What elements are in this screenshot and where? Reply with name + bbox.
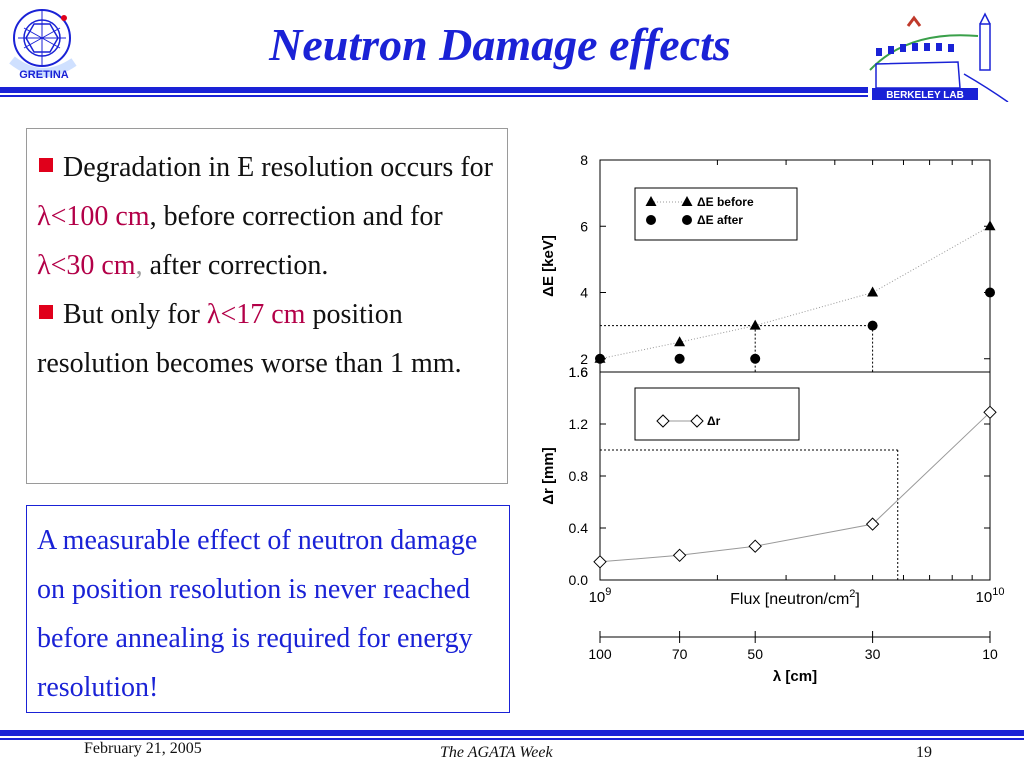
top-panel-legend: ΔE before ΔE after bbox=[634, 187, 798, 241]
data-point bbox=[674, 336, 686, 347]
bottom-panel-y-ticks: 0.0 0.4 0.8 1.2 1.6 bbox=[569, 364, 990, 588]
top-panel-y-label: ΔE [keV] bbox=[540, 235, 557, 297]
lambda-tick-label: 100 bbox=[588, 646, 612, 662]
legend-marker bbox=[681, 196, 693, 206]
header-rule bbox=[0, 87, 868, 93]
conclusion-text: A measurable effect of neutron damage on… bbox=[37, 525, 478, 703]
y-tick-label: 1.6 bbox=[569, 364, 589, 380]
lambda-tick-label: 70 bbox=[672, 646, 688, 662]
lambda-tick-label: 50 bbox=[747, 646, 763, 662]
footer-event: The AGATA Week bbox=[440, 744, 553, 761]
y-tick-label: 0.0 bbox=[569, 572, 589, 588]
bullet-1-lambda-100: λ<100 cm bbox=[37, 201, 150, 232]
gretina-logo-text: GRETINA bbox=[19, 69, 69, 81]
lambda-axis-ticks: 100 70 50 30 10 bbox=[588, 631, 998, 662]
footer-rule bbox=[0, 730, 1024, 736]
legend-marker bbox=[682, 215, 692, 225]
data-point bbox=[867, 286, 879, 297]
top-panel-y-ticks: 1.62 4 6 8 bbox=[569, 152, 990, 380]
data-point bbox=[748, 539, 762, 553]
flux-axis-label-main: Flux [neutron/cm bbox=[730, 591, 849, 608]
footer-date: February 21, 2005 bbox=[84, 740, 202, 757]
bullet-1-pre: Degradation in E resolution occurs for bbox=[63, 152, 493, 183]
bullet-box: Degradation in E resolution occurs for λ… bbox=[26, 128, 508, 484]
square-bullet-icon bbox=[39, 305, 53, 319]
page-number: 19 bbox=[916, 744, 932, 761]
legend-marker bbox=[646, 215, 656, 225]
footer-rule-thin bbox=[0, 738, 1024, 740]
y-tick-label: 0.4 bbox=[569, 520, 589, 536]
y-tick-label: 8 bbox=[580, 152, 588, 168]
slide-title: Neutron Damage effects bbox=[269, 19, 731, 70]
tick-exponent: 10 bbox=[992, 586, 1004, 598]
y-tick-label: 6 bbox=[580, 218, 588, 234]
legend-marker bbox=[690, 414, 704, 428]
y-tick-label: 0.8 bbox=[569, 468, 589, 484]
flux-tick-labels: 109 1010 bbox=[589, 586, 1005, 606]
data-point bbox=[749, 319, 761, 330]
bullet-1-comma: , bbox=[135, 250, 143, 281]
data-point bbox=[867, 320, 878, 331]
berkeley-lab-logo: BERKELEY LAB bbox=[868, 10, 1018, 103]
lambda-tick-label: 30 bbox=[865, 646, 881, 662]
flux-axis-label: Flux [neutron/cm2] bbox=[730, 588, 860, 608]
flux-axis-label-sup: 2 bbox=[849, 588, 855, 600]
gretina-logo: GRETINA bbox=[4, 4, 86, 86]
bullet-text: Degradation in E resolution occurs for λ… bbox=[37, 143, 499, 388]
conclusion-box: A measurable effect of neutron damage on… bbox=[26, 505, 510, 713]
data-point bbox=[984, 220, 996, 231]
bullet-2-lambda-17: λ<17 cm bbox=[206, 299, 306, 330]
top-panel-guides bbox=[600, 325, 874, 372]
data-point bbox=[674, 353, 685, 364]
bullet-1-post: after correction. bbox=[142, 250, 329, 281]
flux-axis-label-end: ] bbox=[855, 591, 859, 608]
tick-exponent: 9 bbox=[605, 586, 611, 598]
data-point bbox=[865, 517, 880, 531]
legend-label: ΔE before bbox=[697, 195, 754, 209]
tick-base: 10 bbox=[976, 589, 993, 606]
tick-base: 10 bbox=[589, 589, 606, 606]
bottom-panel-guides bbox=[600, 449, 899, 580]
flux-tick-label: 109 bbox=[589, 586, 612, 606]
flux-tick-label: 1010 bbox=[976, 586, 1005, 606]
bullet-1-lambda-30: λ<30 cm bbox=[37, 250, 136, 281]
bottom-panel-x-ticks bbox=[599, 160, 991, 580]
lambda-tick-label: 10 bbox=[982, 646, 998, 662]
bullet-1-mid: , before correction and for bbox=[149, 201, 443, 232]
legend-label: ΔE after bbox=[697, 213, 743, 227]
lambda-axis-label: λ [cm] bbox=[773, 668, 817, 685]
bottom-panel-markers bbox=[593, 405, 997, 569]
legend-label: Δr bbox=[707, 414, 721, 428]
data-point bbox=[983, 405, 997, 420]
top-panel-trend-line bbox=[599, 225, 991, 360]
data-point bbox=[593, 555, 607, 569]
data-point bbox=[750, 353, 761, 364]
bullet-2-pre: But only for bbox=[63, 299, 207, 330]
top-panel-markers bbox=[594, 220, 996, 364]
data-point bbox=[985, 287, 995, 298]
y-tick-label: 1.6 bbox=[569, 364, 589, 380]
berkeley-lab-logo-text: BERKELEY LAB bbox=[886, 90, 964, 101]
y-tick-label: 1.2 bbox=[569, 416, 589, 432]
bullet-2-post: position resolution becomes worse than 1… bbox=[37, 299, 462, 379]
y-tick-label: 2 bbox=[580, 351, 588, 367]
bottom-panel-legend: Δr bbox=[634, 387, 800, 441]
y-tick-label: 4 bbox=[580, 285, 588, 301]
header-rule-thin bbox=[0, 95, 868, 97]
data-point bbox=[672, 548, 687, 563]
bottom-panel-y-label: Δr [mm] bbox=[540, 447, 557, 504]
legend-marker bbox=[645, 196, 657, 206]
square-bullet-icon bbox=[39, 158, 53, 172]
legend-marker bbox=[656, 414, 670, 428]
data-point bbox=[595, 353, 605, 364]
